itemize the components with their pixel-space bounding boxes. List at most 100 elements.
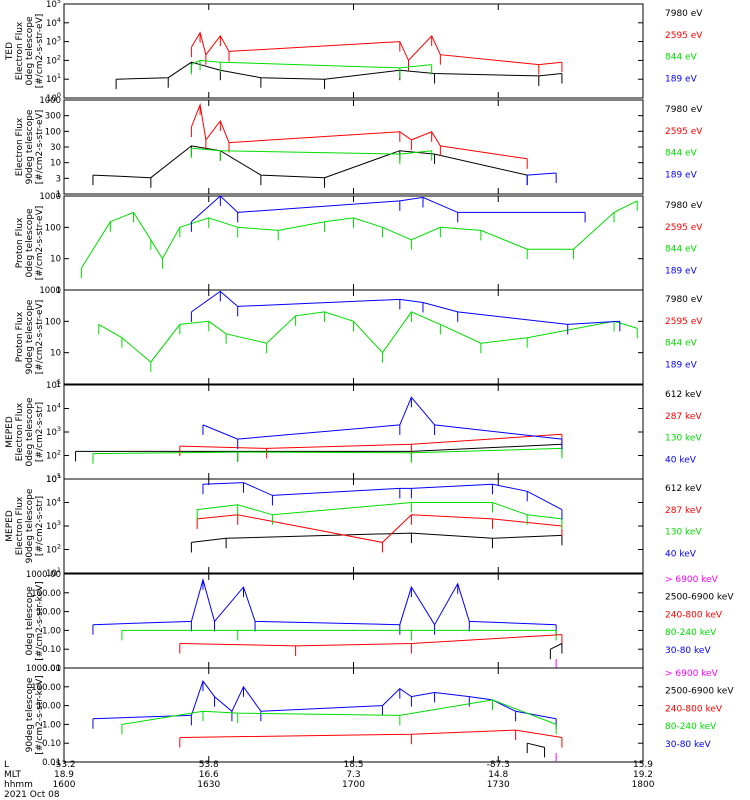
footer-mlt-value: 19.2: [633, 770, 653, 780]
y-tick-label: 1000: [39, 192, 61, 202]
series-844-ev: [80, 200, 638, 269]
series-7980-ev: [92, 145, 528, 179]
y-tick-label: 0.01: [42, 664, 61, 674]
y-axis-label: Electron Flux: [15, 21, 25, 80]
y-tick-label: 104: [46, 496, 61, 509]
y-axis-label: 90deg telescope: [25, 299, 35, 374]
plot-frame: [63, 3, 644, 99]
plot-frame: [63, 478, 644, 574]
panel-p7: 0.01 0.10 1.00 10.00 100.00 1000.00 0deg teles…: [25, 570, 734, 674]
series-844-ev: [191, 147, 432, 155]
y-tick-label: 102: [46, 53, 61, 66]
series-612-kev: [75, 443, 562, 452]
legend-entry: 40 keV: [665, 550, 697, 560]
y-tick-label: 105: [46, 378, 61, 391]
y-tick-label: 300: [45, 112, 61, 122]
series-130-kev: [92, 447, 562, 455]
y-axis-label: 90deg telescope: [25, 488, 35, 563]
series-130-kev: [197, 502, 562, 520]
y-tick-label: 1: [56, 190, 61, 200]
y-axis-label: [#/cm2-s-str-keV]: [35, 675, 45, 754]
series-189-ev: [191, 290, 620, 325]
y-axis-label: Electron Flux: [15, 496, 25, 555]
panel-p8: 0.01 0.10 1.00 10.00 100.00 1000.00 90deg tele…: [25, 664, 734, 768]
y-tick-label: 1: [56, 286, 61, 296]
y-tick-label: 103: [46, 425, 61, 438]
footer-hhmm-value: 1700: [342, 780, 365, 790]
y-tick-label: 100: [46, 91, 61, 104]
legend-entry: > 6900 keV: [665, 575, 719, 585]
footer-hhmm-value: 1730: [487, 780, 510, 790]
y-tick-label: 103: [46, 519, 61, 532]
y-tick-label: 1000: [39, 286, 61, 296]
panel-p2: 1 3 10 30 100 300 1000 Electron Flux 90deg teles…: [15, 96, 703, 200]
legend-entry: 130 keV: [665, 434, 702, 444]
legend-entry: 287 keV: [665, 412, 702, 422]
legend-entry: 189 eV: [665, 75, 698, 85]
y-tick-label: 0.01: [42, 758, 61, 768]
y-axis-label: [#/cm2-s-str-eV]: [35, 300, 45, 375]
y-axis-label: [#/cm2-s-str]: [35, 402, 45, 462]
panel-p6: 101 102 103 104 105 MEPED Electron Flux 90deg t…: [5, 472, 702, 579]
y-tick-label: 105: [46, 0, 61, 10]
legend-entry: 2500-6900 keV: [665, 593, 734, 603]
legend-entry: 30-80 keV: [665, 740, 711, 750]
footer-row-label: 2021 Oct 08: [4, 790, 60, 800]
y-tick-label: 0.10: [42, 645, 61, 655]
footer-l-value: 15.9: [633, 760, 653, 770]
y-axis-label: [#/cm2-s-str]: [35, 496, 45, 556]
series-40-kev: [202, 482, 563, 511]
legend-entry: 189 eV: [665, 361, 698, 371]
y-tick-label: 1000.00: [26, 664, 61, 674]
legend-entry: 2595 eV: [665, 317, 703, 327]
y-axis-label: [#/cm2-s-str-keV]: [35, 581, 45, 660]
legend-entry: 844 eV: [665, 339, 698, 349]
y-tick-label: 100: [45, 127, 61, 137]
series-40-kev: [202, 396, 562, 440]
series-2595-ev: [190, 31, 562, 66]
series-287-kev: [179, 433, 562, 449]
y-tick-label: 100.00: [31, 589, 61, 599]
y-axis-label: TED: [5, 42, 15, 61]
footer-mlt-value: 18.9: [54, 770, 74, 780]
legend-entry: 130 keV: [665, 528, 702, 538]
series-30-80-kev: [92, 680, 557, 720]
y-tick-label: 1: [56, 380, 61, 390]
legend-entry: 7980 eV: [665, 201, 703, 211]
footer-row-label: MLT: [4, 770, 22, 780]
y-axis-label: [#/cm2-s-str-eV]: [35, 206, 45, 281]
y-tick-label: 101: [46, 72, 61, 85]
y-tick-label: 101: [46, 566, 61, 579]
legend-entry: 30-80 keV: [665, 646, 711, 656]
y-axis-label: 0deg telescope: [25, 16, 35, 86]
y-tick-label: 0.10: [42, 739, 61, 749]
legend-entry: > 6900 keV: [665, 669, 719, 679]
series-287-kev: [197, 514, 562, 543]
footer-mlt-value: 14.8: [488, 770, 508, 780]
y-tick-label: 100: [45, 223, 61, 233]
legend-entry: 189 eV: [665, 267, 698, 277]
y-axis-label: [#/cm2-s-str-eV]: [35, 14, 45, 89]
legend-entry: 189 eV: [665, 171, 698, 181]
footer-mlt-value: 7.3: [346, 770, 360, 780]
y-tick-label: 10: [50, 159, 61, 169]
y-tick-label: 103: [46, 35, 61, 48]
y-axis-label: Proton Flux: [15, 311, 25, 362]
legend-entry: 40 keV: [665, 456, 697, 466]
y-tick-label: 100.00: [31, 683, 61, 693]
panel-p4: 1 10 100 1000 Proton Flux 90deg telescope [#/c…: [15, 286, 703, 390]
series-240-800-kev: [179, 729, 562, 738]
y-tick-label: 105: [46, 472, 61, 485]
series-2595-ev: [190, 102, 528, 160]
y-axis-label: 0deg telescope: [25, 397, 35, 467]
y-tick-label: 104: [46, 16, 61, 29]
legend-entry: 844 eV: [665, 245, 698, 255]
y-tick-label: 30: [50, 143, 61, 153]
footer-hhmm-value: 1800: [632, 780, 655, 790]
y-tick-label: 3: [56, 174, 61, 184]
panel-p3: 1 10 100 1000 Proton Flux 0deg telescope [#/cm…: [15, 192, 703, 296]
y-axis-label: MEPED: [5, 416, 15, 448]
series-2500-6900-kev: [527, 742, 545, 748]
footer-mlt-value: 16.6: [199, 770, 219, 780]
